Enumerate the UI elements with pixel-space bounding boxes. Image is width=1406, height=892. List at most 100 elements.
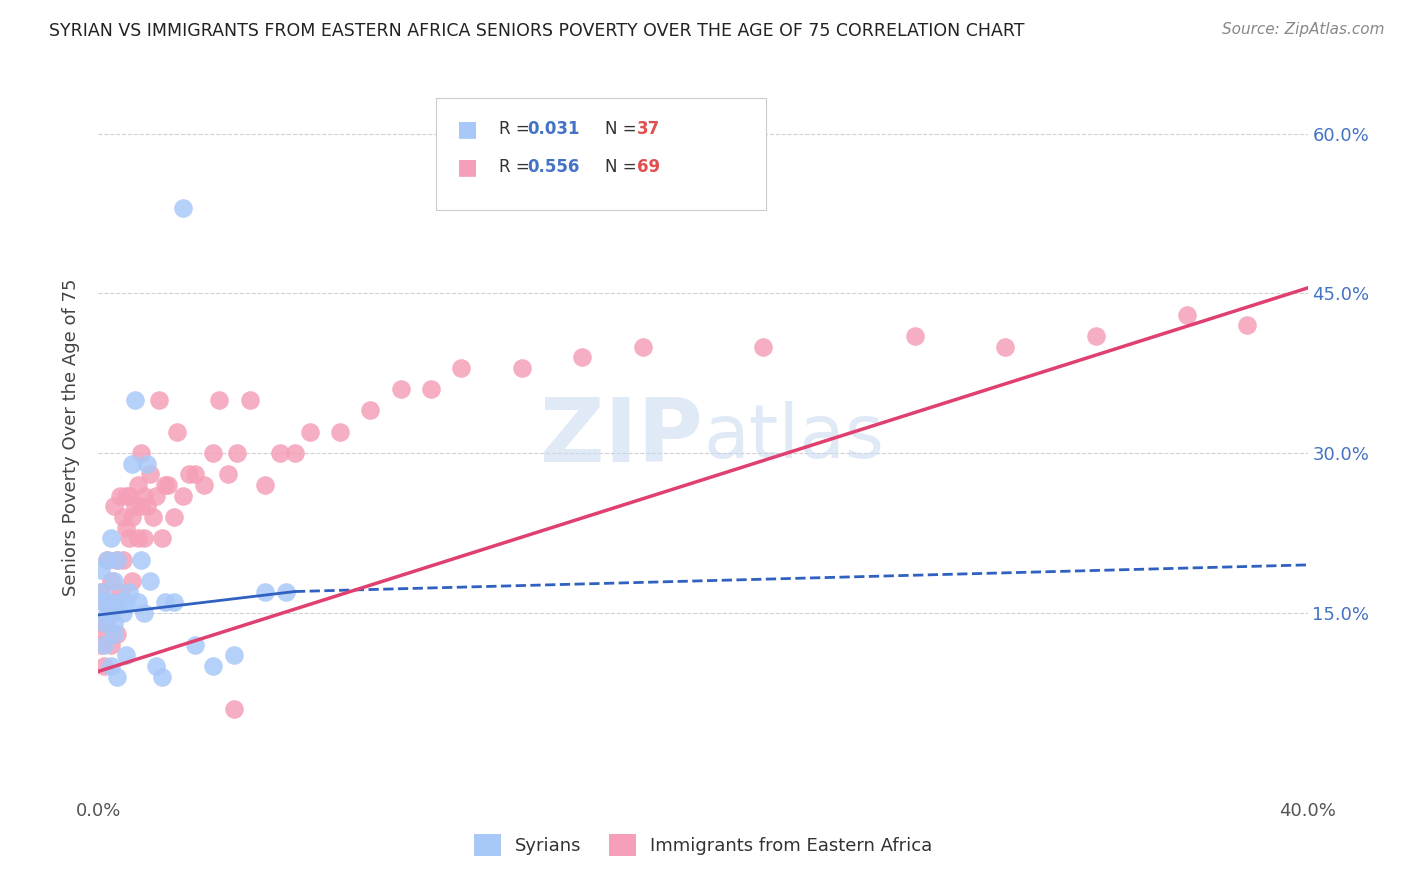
Point <box>239 392 262 407</box>
Point <box>389 382 412 396</box>
Point <box>129 446 152 460</box>
Point <box>100 574 122 588</box>
Point <box>105 627 128 641</box>
Point <box>224 648 246 663</box>
Point <box>114 520 136 534</box>
Point <box>163 510 186 524</box>
Point <box>274 584 297 599</box>
Text: ■: ■ <box>457 120 478 139</box>
Point <box>114 595 136 609</box>
Text: Source: ZipAtlas.com: Source: ZipAtlas.com <box>1222 22 1385 37</box>
Point <box>904 329 927 343</box>
Point <box>103 627 125 641</box>
Text: ZIP: ZIP <box>540 393 703 481</box>
Point <box>103 595 125 609</box>
Point <box>202 446 225 460</box>
Point <box>156 478 179 492</box>
Point <box>139 574 162 588</box>
Point <box>132 531 155 545</box>
Point <box>571 350 593 364</box>
Point <box>100 531 122 545</box>
Point <box>105 552 128 566</box>
Point <box>150 670 173 684</box>
Point <box>90 563 112 577</box>
Text: ■: ■ <box>457 157 478 177</box>
Point <box>96 552 118 566</box>
Text: 0.556: 0.556 <box>527 158 579 176</box>
Point <box>100 638 122 652</box>
Point <box>90 584 112 599</box>
Point <box>132 489 155 503</box>
Point <box>93 638 115 652</box>
Point <box>111 552 134 566</box>
Point <box>202 659 225 673</box>
Point <box>224 701 246 715</box>
Point <box>108 489 131 503</box>
Point <box>145 489 167 503</box>
Point <box>184 638 207 652</box>
Point <box>121 574 143 588</box>
Point <box>1236 318 1258 333</box>
Point <box>148 392 170 407</box>
Point <box>142 510 165 524</box>
Point <box>172 201 194 215</box>
Point <box>217 467 239 482</box>
Point <box>111 510 134 524</box>
Point <box>100 659 122 673</box>
Point <box>105 552 128 566</box>
Point <box>994 340 1017 354</box>
Point <box>184 467 207 482</box>
Point <box>90 616 112 631</box>
Point <box>96 606 118 620</box>
Point <box>299 425 322 439</box>
Point <box>103 500 125 514</box>
Text: R =: R = <box>499 120 536 138</box>
Point <box>129 552 152 566</box>
Point <box>121 457 143 471</box>
Y-axis label: Seniors Poverty Over the Age of 75: Seniors Poverty Over the Age of 75 <box>62 278 80 596</box>
Point <box>208 392 231 407</box>
Point <box>135 457 157 471</box>
Point <box>100 606 122 620</box>
Text: R =: R = <box>499 158 536 176</box>
Point <box>118 489 141 503</box>
Point <box>103 574 125 588</box>
Text: 0.031: 0.031 <box>527 120 579 138</box>
Point <box>103 616 125 631</box>
Point <box>96 552 118 566</box>
Point <box>153 595 176 609</box>
Point <box>284 446 307 460</box>
Point <box>124 500 146 514</box>
Point <box>111 606 134 620</box>
Point <box>253 478 276 492</box>
Point <box>631 340 654 354</box>
Point <box>179 467 201 482</box>
Point <box>100 595 122 609</box>
Legend: Syrians, Immigrants from Eastern Africa: Syrians, Immigrants from Eastern Africa <box>467 827 939 863</box>
Point <box>153 478 176 492</box>
Point <box>1085 329 1108 343</box>
Point <box>1175 308 1198 322</box>
Point <box>121 510 143 524</box>
Point <box>90 584 112 599</box>
Point <box>360 403 382 417</box>
Point <box>329 425 352 439</box>
Point <box>118 531 141 545</box>
Point <box>510 360 533 375</box>
Point <box>127 595 149 609</box>
Point <box>93 595 115 609</box>
Point <box>253 584 276 599</box>
Point <box>420 382 443 396</box>
Point <box>132 606 155 620</box>
Text: N =: N = <box>605 158 641 176</box>
Point <box>127 478 149 492</box>
Point <box>93 659 115 673</box>
Point <box>226 446 249 460</box>
Point <box>105 670 128 684</box>
Point <box>118 584 141 599</box>
Point <box>193 478 215 492</box>
Point <box>150 531 173 545</box>
Point <box>129 500 152 514</box>
Point <box>752 340 775 354</box>
Text: N =: N = <box>605 120 641 138</box>
